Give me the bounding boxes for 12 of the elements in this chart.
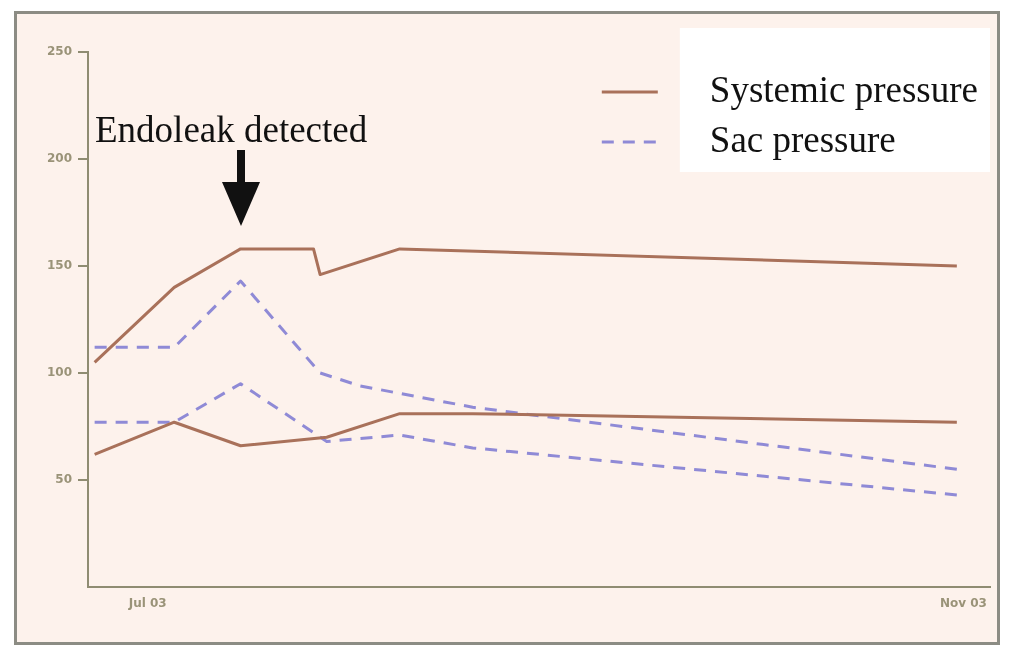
y-tick-label: 200	[46, 151, 72, 166]
line-series	[93, 279, 959, 471]
x-tick-label: Jul 03	[127, 596, 167, 611]
y-tick-label: 100	[46, 365, 72, 380]
line-series	[93, 382, 959, 497]
y-tick-label: 150	[46, 258, 72, 273]
annotation: Endoleak detected	[95, 109, 368, 150]
y-tick-label: 50	[55, 472, 72, 487]
legend-label: Systemic pressure	[709, 68, 979, 110]
x-tick-label: Nov 03	[939, 596, 987, 611]
y-tick-label: 250	[46, 44, 72, 59]
legend-label: Sac pressure	[709, 118, 896, 160]
